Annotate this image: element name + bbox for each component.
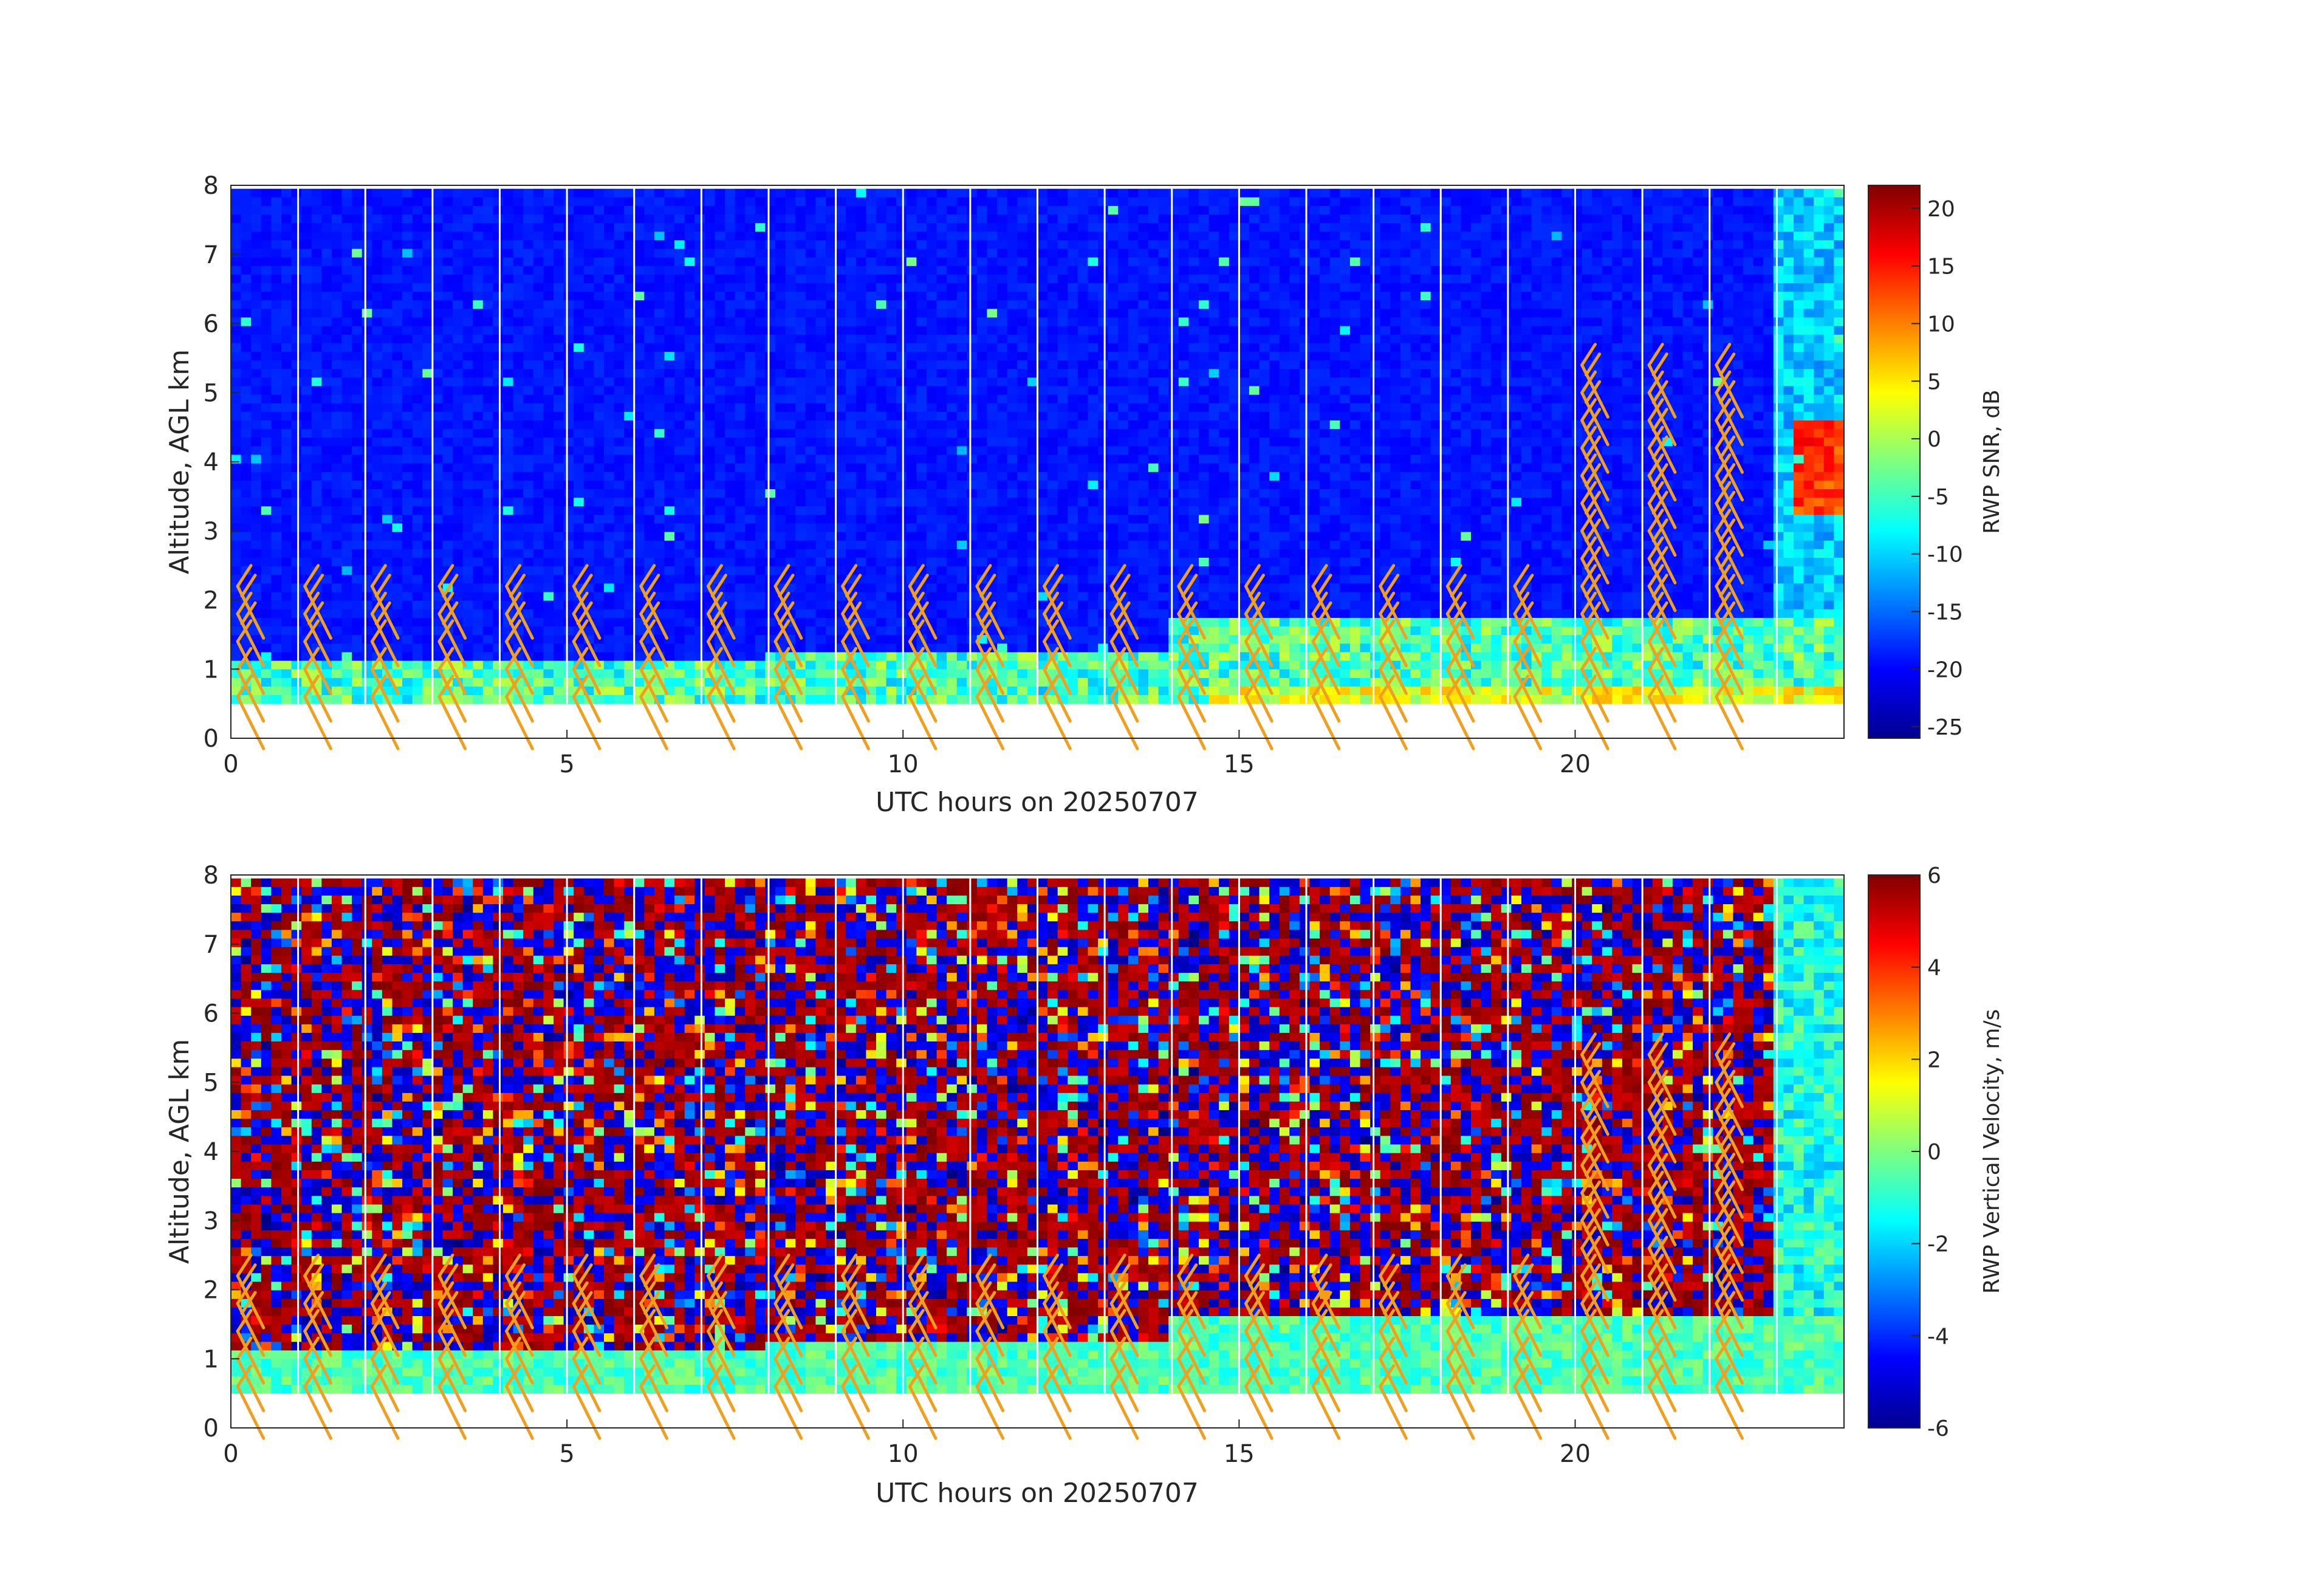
velocity-colorbar xyxy=(1868,874,1921,1429)
snr-colorbar-ticks: 20 15 10 5 0 -5 -10 -15 -20 -25 xyxy=(1911,197,1963,740)
snr-panel: 0 5 10 15 20 0 1 2 3 4 5 6 7 8 UTC hours on 20250707… xyxy=(164,172,2004,818)
snr-wind-barbs xyxy=(236,343,1744,750)
colorbar-tick-label: 6 xyxy=(1927,863,1941,888)
colorbar-tick-label: -15 xyxy=(1927,600,1963,625)
y-tick-label: 4 xyxy=(204,1138,219,1166)
x-tick-label: 15 xyxy=(1224,1440,1255,1468)
colorbar-tick-label: 10 xyxy=(1927,312,1955,337)
velocity-x-ticks: 0 5 10 15 20 xyxy=(223,1419,1591,1468)
velocity-data-gaps xyxy=(297,875,1778,1394)
x-tick-label: 5 xyxy=(559,1440,574,1468)
y-tick-label: 3 xyxy=(204,1207,219,1235)
velocity-y-ticks: 0 1 2 3 4 5 6 7 8 xyxy=(204,862,239,1442)
y-tick-label: 1 xyxy=(204,656,219,684)
snr-data-gaps xyxy=(297,185,1778,704)
x-tick-label: 20 xyxy=(1560,750,1591,778)
y-tick-label: 3 xyxy=(204,518,219,546)
velocity-colorbar-label: RWP Vertical Velocity, m/s xyxy=(1980,1009,2004,1294)
velocity-y-axis-label: Altitude, AGL km xyxy=(164,1039,195,1264)
x-tick-label: 10 xyxy=(888,750,919,778)
colorbar-tick-label: -25 xyxy=(1927,715,1963,740)
y-tick-label: 7 xyxy=(204,241,219,269)
y-tick-label: 7 xyxy=(204,931,219,959)
colorbar-tick-label: -4 xyxy=(1927,1324,1949,1349)
velocity-wind-barbs xyxy=(236,1032,1744,1440)
snr-colorbar xyxy=(1868,185,1921,739)
colorbar-tick-label: 5 xyxy=(1927,369,1941,394)
velocity-x-axis-label: UTC hours on 20250707 xyxy=(876,1478,1199,1509)
y-tick-label: 5 xyxy=(204,1069,219,1097)
y-tick-label: 6 xyxy=(204,310,219,338)
colorbar-tick-label: 20 xyxy=(1927,197,1955,222)
y-tick-label: 0 xyxy=(204,725,219,753)
snr-x-axis-label: UTC hours on 20250707 xyxy=(876,787,1199,818)
y-tick-label: 2 xyxy=(204,587,219,615)
colorbar-tick-label: 0 xyxy=(1927,1140,1941,1165)
colorbar-tick-label: -20 xyxy=(1927,657,1963,682)
velocity-heatmap xyxy=(231,878,1845,1394)
x-tick-label: 0 xyxy=(223,1440,238,1468)
y-tick-label: 8 xyxy=(204,862,219,890)
x-tick-label: 0 xyxy=(223,750,238,778)
x-tick-label: 10 xyxy=(888,1440,919,1468)
y-tick-label: 5 xyxy=(204,379,219,407)
colorbar-tick-label: 2 xyxy=(1927,1048,1941,1072)
snr-colorbar-label: RWP SNR, dB xyxy=(1980,389,2004,534)
y-tick-label: 6 xyxy=(204,1000,219,1028)
colorbar-tick-label: -2 xyxy=(1927,1232,1949,1257)
colorbar-tick-label: 15 xyxy=(1927,255,1955,280)
snr-x-ticks: 0 5 10 15 20 xyxy=(223,730,1591,778)
snr-y-ticks: 0 1 2 3 4 5 6 7 8 xyxy=(204,172,239,753)
y-tick-label: 0 xyxy=(204,1415,219,1442)
velocity-colorbar-ticks: 6 4 2 0 -2 -4 -6 xyxy=(1911,863,1949,1441)
colorbar-tick-label: -6 xyxy=(1927,1416,1949,1441)
x-tick-label: 20 xyxy=(1560,1440,1591,1468)
colorbar-tick-label: -10 xyxy=(1927,543,1963,568)
x-tick-label: 15 xyxy=(1224,750,1255,778)
colorbar-tick-label: -5 xyxy=(1927,485,1949,510)
colorbar-tick-label: 4 xyxy=(1927,956,1941,981)
y-tick-label: 1 xyxy=(204,1345,219,1373)
y-tick-label: 2 xyxy=(204,1277,219,1305)
y-tick-label: 8 xyxy=(204,172,219,200)
snr-y-axis-label: Altitude, AGL km xyxy=(164,349,195,574)
x-tick-label: 5 xyxy=(559,750,574,778)
colorbar-tick-label: 0 xyxy=(1927,427,1941,452)
y-tick-label: 4 xyxy=(204,448,219,476)
